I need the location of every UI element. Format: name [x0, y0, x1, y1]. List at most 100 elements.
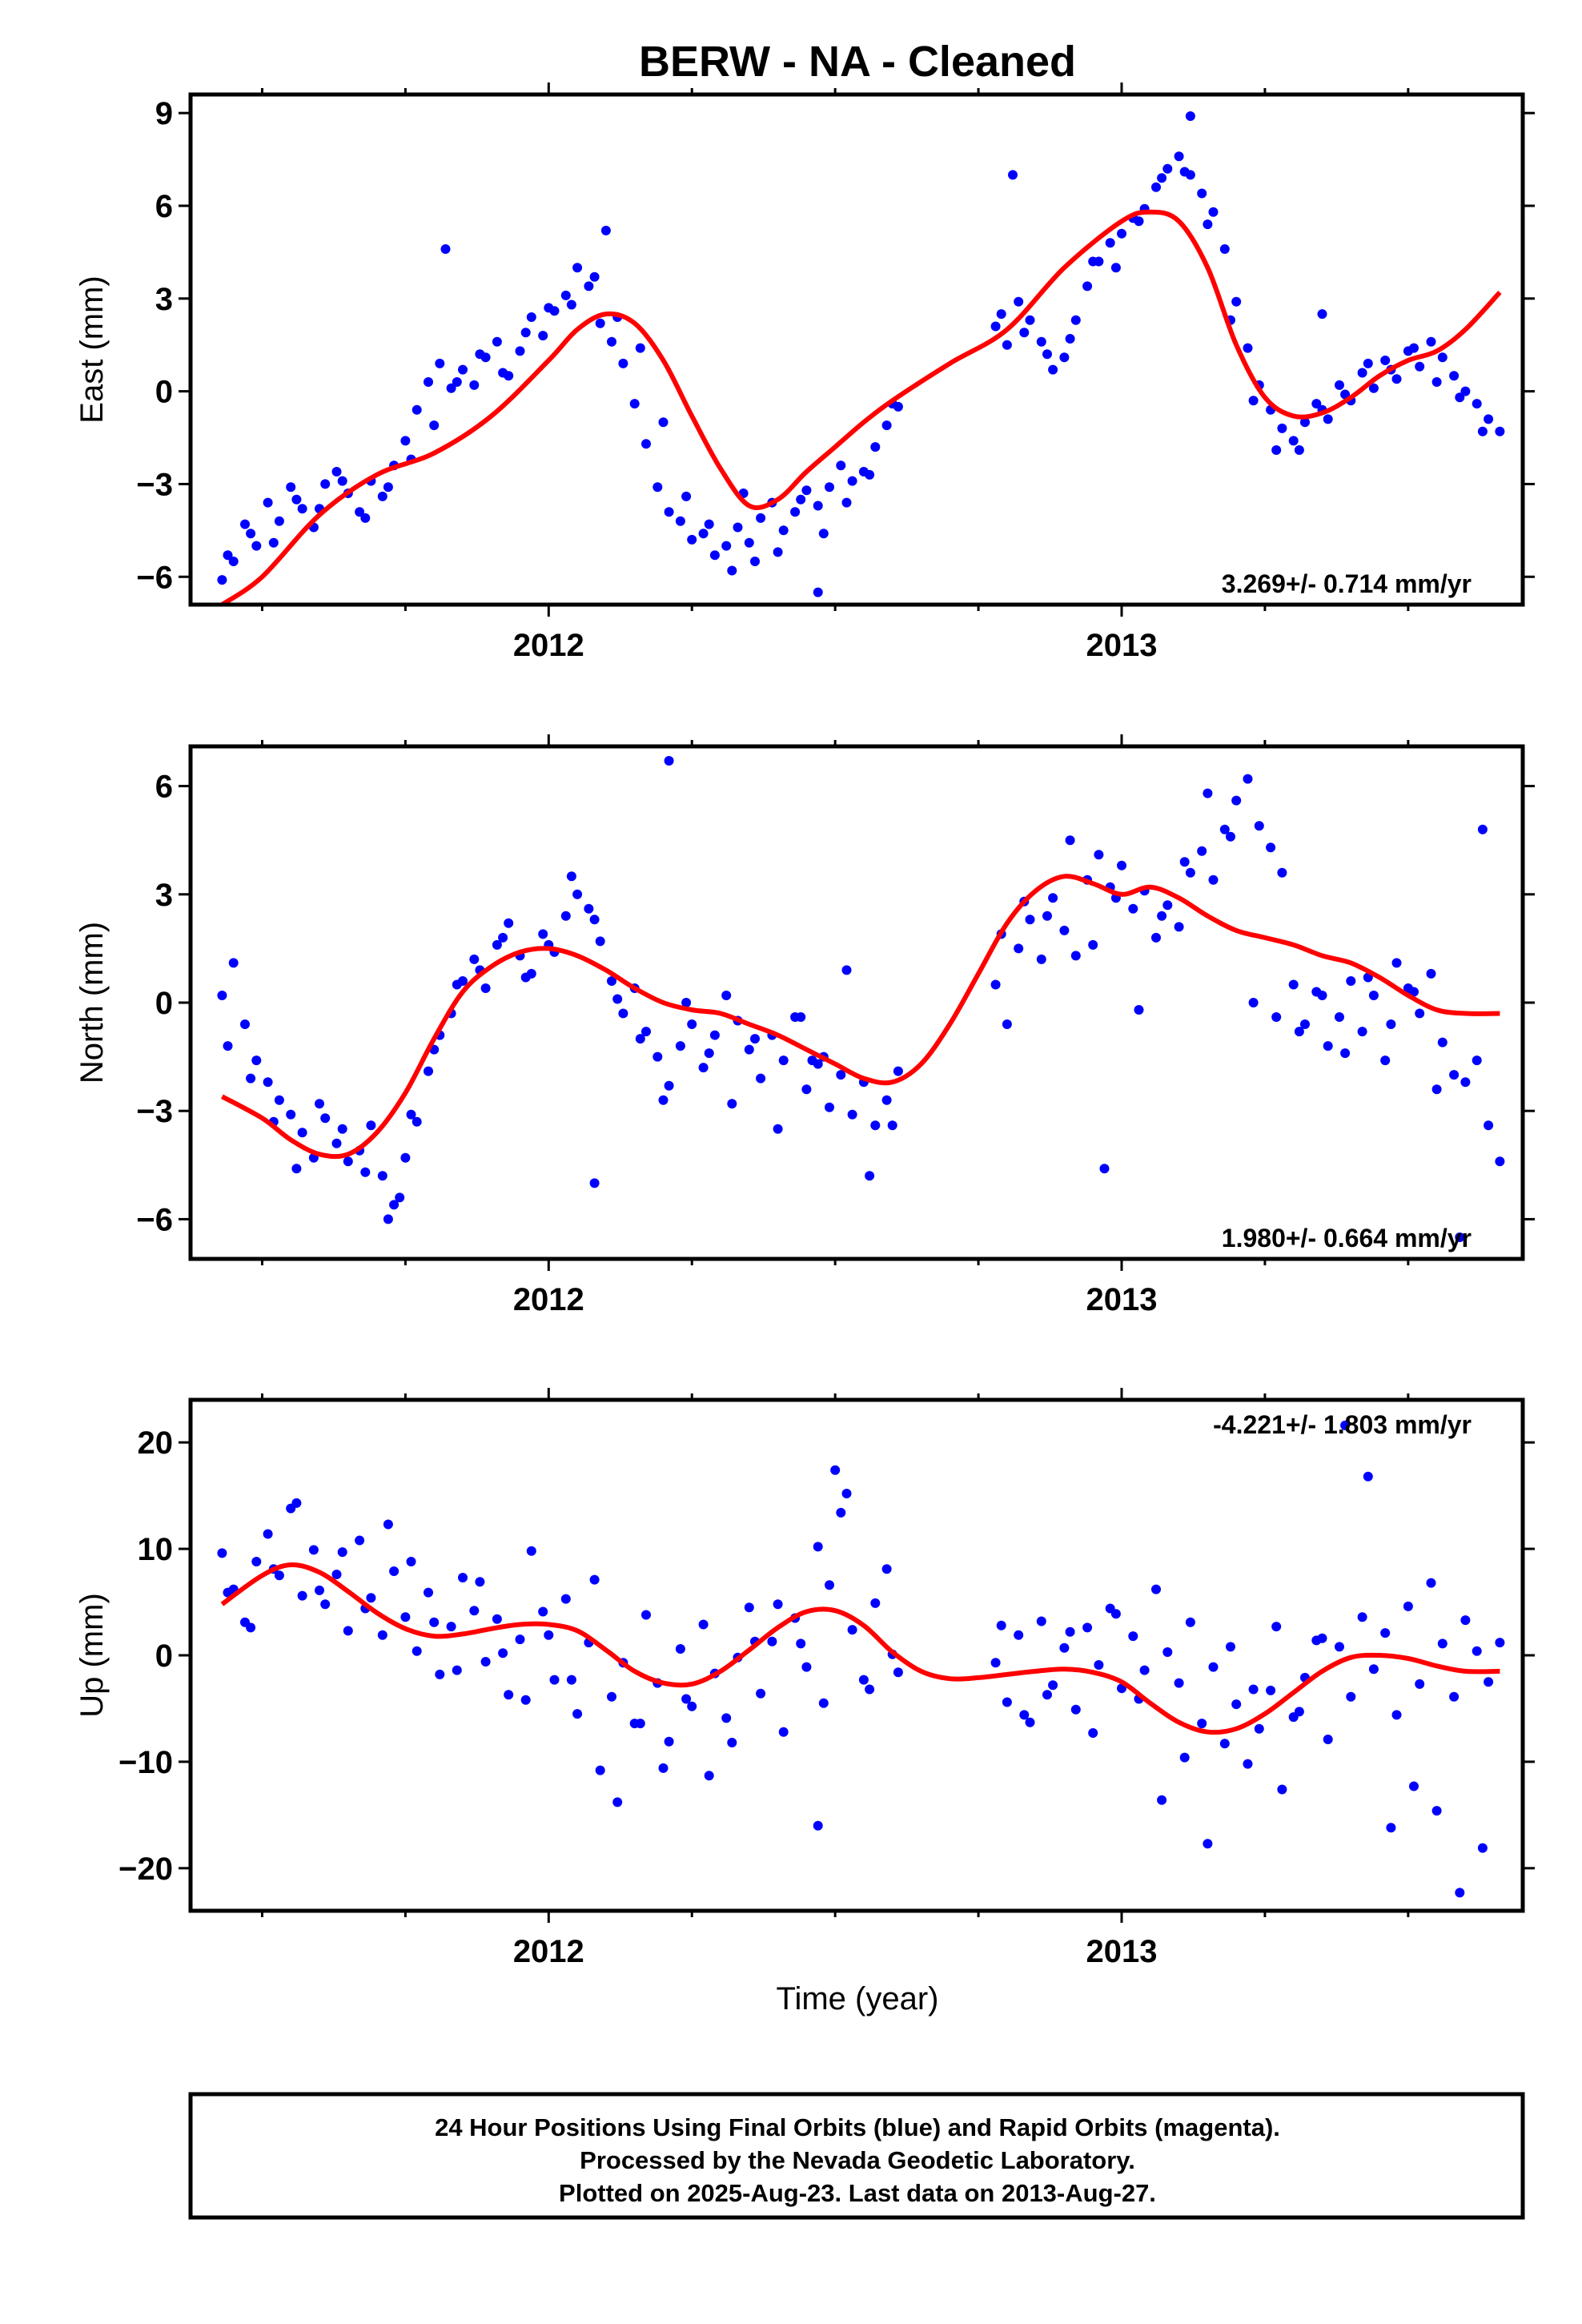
rate-annotation-up: -4.221+/- 1.803 mm/yr — [1213, 1410, 1472, 1439]
data-point — [1231, 1699, 1242, 1710]
data-point — [1002, 1697, 1012, 1707]
data-point — [337, 476, 347, 486]
data-point — [435, 358, 445, 368]
data-point — [1472, 1055, 1482, 1066]
data-point — [629, 399, 640, 409]
data-point — [1380, 356, 1391, 365]
data-point — [1110, 1609, 1121, 1619]
data-point — [1335, 1642, 1344, 1652]
data-point — [664, 1080, 674, 1091]
data-point — [1409, 343, 1419, 353]
y-tick-label: 6 — [155, 770, 173, 805]
data-point — [584, 281, 594, 292]
data-point — [223, 550, 233, 561]
data-point — [498, 1648, 508, 1659]
data-point — [818, 529, 829, 539]
data-point — [566, 871, 576, 882]
data-point — [1266, 842, 1276, 853]
data-points-north — [217, 756, 1505, 1242]
data-point — [1484, 1677, 1494, 1687]
data-point — [1042, 911, 1052, 921]
data-point — [756, 1688, 766, 1699]
data-point — [1357, 368, 1367, 378]
data-point — [1477, 1843, 1488, 1853]
data-point — [773, 1599, 783, 1610]
data-point — [652, 1051, 663, 1062]
data-point — [480, 983, 491, 993]
data-point — [721, 991, 732, 1000]
y-tick-label: −3 — [136, 1094, 173, 1129]
data-point — [1219, 1739, 1230, 1749]
data-point — [1266, 1685, 1276, 1695]
data-point — [246, 1073, 256, 1084]
data-point — [1151, 182, 1161, 192]
data-point — [664, 1736, 674, 1747]
data-point — [721, 1713, 732, 1723]
data-point — [1065, 1626, 1075, 1637]
data-point — [469, 954, 480, 964]
data-point — [1226, 1642, 1235, 1652]
data-point — [1042, 349, 1052, 360]
rate-annotation-north: 1.980+/- 0.664 mm/yr — [1222, 1224, 1472, 1252]
data-point — [446, 383, 456, 393]
data-point — [870, 1120, 881, 1131]
data-point — [607, 336, 616, 347]
data-point — [847, 1625, 857, 1635]
data-point — [836, 1070, 846, 1080]
data-point — [990, 321, 1001, 332]
data-point — [1484, 414, 1494, 424]
data-point — [1231, 795, 1242, 806]
data-point — [847, 1109, 857, 1120]
data-point — [698, 529, 709, 539]
rate-annotation-east: 3.269+/- 0.714 mm/yr — [1222, 569, 1472, 598]
data-point — [687, 1701, 697, 1711]
data-point — [870, 1598, 881, 1608]
data-point — [383, 482, 393, 493]
y-tick-label: 6 — [155, 189, 173, 224]
data-point — [1197, 1719, 1207, 1729]
data-point — [1036, 1616, 1046, 1626]
data-point — [1426, 336, 1436, 347]
data-point — [1431, 377, 1442, 387]
data-point — [687, 534, 697, 545]
data-point — [767, 1636, 777, 1647]
data-point — [1431, 1806, 1442, 1816]
data-point — [1151, 932, 1161, 943]
data-point — [366, 1593, 376, 1603]
data-point — [778, 1727, 789, 1737]
data-point — [658, 417, 669, 428]
data-point — [1472, 399, 1482, 409]
data-point — [538, 1606, 548, 1617]
data-point — [1059, 1642, 1070, 1653]
data-point — [807, 1055, 817, 1066]
data-point — [429, 1617, 440, 1627]
data-point — [1415, 1679, 1425, 1689]
data-point — [377, 491, 387, 501]
data-point — [544, 303, 554, 313]
model-curve-east — [220, 209, 1502, 605]
data-point — [263, 497, 273, 508]
data-point — [675, 516, 685, 526]
data-point — [246, 529, 256, 539]
x-tick-label: 2012 — [513, 1282, 584, 1317]
data-point — [1386, 1019, 1396, 1029]
y-axis-label-up: Up (mm) — [74, 1593, 110, 1718]
data-point — [1174, 151, 1184, 162]
data-point — [756, 513, 766, 523]
data-point — [1346, 1691, 1356, 1702]
data-point — [1088, 256, 1098, 267]
data-point — [240, 519, 250, 529]
data-point — [217, 1548, 227, 1558]
data-point — [990, 979, 1001, 990]
data-point — [1139, 1665, 1150, 1675]
caption-line-1: 24 Hour Positions Using Final Orbits (bl… — [435, 2113, 1280, 2141]
data-point — [217, 575, 227, 585]
caption-line-3: Plotted on 2025-Aug-23. Last data on 201… — [559, 2179, 1156, 2207]
data-point — [1243, 774, 1253, 784]
data-point — [1431, 1084, 1442, 1095]
panels: 9 6 3 0 −3 −6 2012 2013 East (mm) 3.269+/- 0.714 … — [74, 82, 1535, 1969]
data-point — [1162, 163, 1173, 174]
data-point — [251, 1055, 262, 1066]
data-point — [343, 1626, 353, 1636]
